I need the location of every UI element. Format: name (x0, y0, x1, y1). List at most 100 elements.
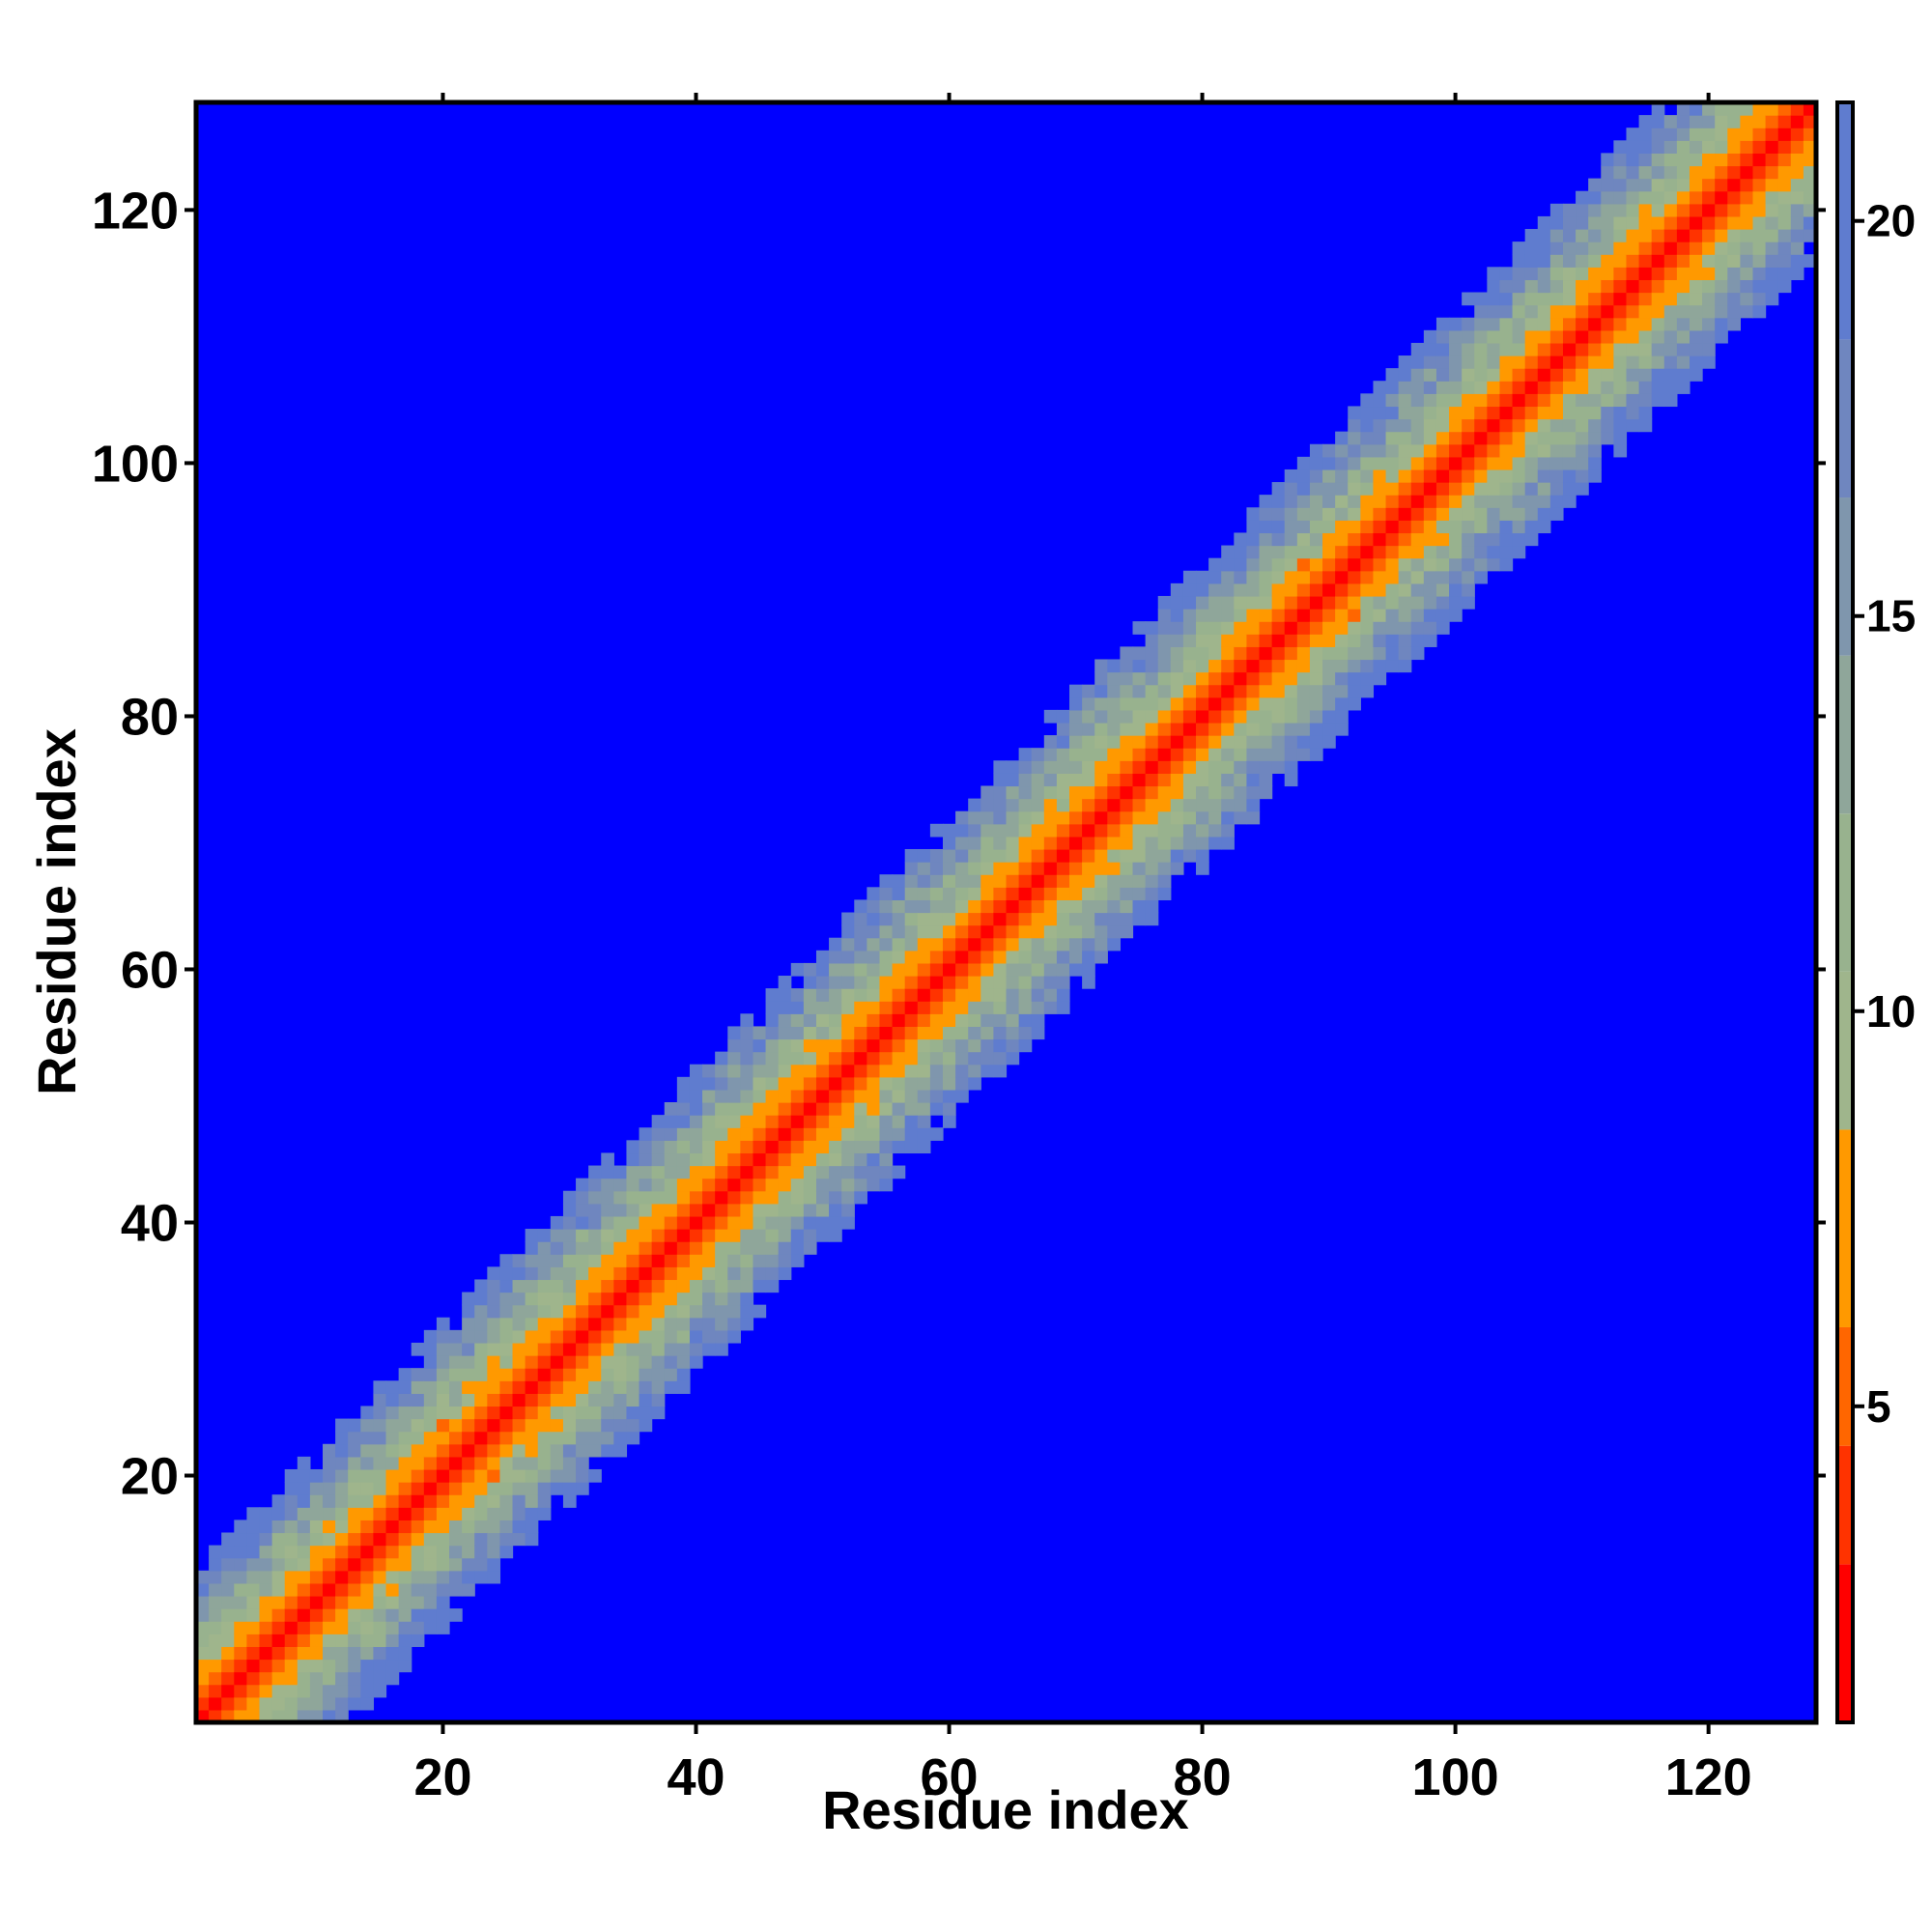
heatmap-cell (348, 1532, 361, 1547)
heatmap-cell (1284, 684, 1298, 698)
heatmap-cell (778, 1026, 792, 1040)
heatmap-cell (639, 1165, 653, 1179)
heatmap-cell (1335, 557, 1349, 572)
heatmap-cell (360, 1595, 375, 1609)
heatmap-cell (955, 810, 969, 825)
heatmap-cell (778, 1089, 792, 1103)
heatmap-cell (1234, 798, 1248, 812)
heatmap-cell (1499, 482, 1514, 496)
heatmap-cell (209, 1570, 222, 1584)
heatmap-cell (917, 912, 931, 926)
heatmap-cell (373, 1443, 387, 1458)
heatmap-cell (1588, 329, 1602, 344)
heatmap-cell (676, 1076, 691, 1091)
heatmap-cell (727, 1292, 741, 1306)
heatmap-cell (335, 1659, 349, 1673)
heatmap-cell (221, 1608, 235, 1622)
heatmap-cell (1107, 899, 1122, 914)
heatmap-cell (651, 1368, 666, 1381)
heatmap-cell (1082, 823, 1095, 838)
heatmap-cell (1410, 418, 1425, 433)
heatmap-cell (1145, 862, 1159, 875)
heatmap-cell (1474, 368, 1488, 382)
heatmap-cell (525, 1431, 539, 1445)
heatmap-cell (1322, 709, 1336, 724)
heatmap-cell (1777, 140, 1792, 154)
heatmap-cell (765, 1038, 780, 1053)
heatmap-cell (398, 1570, 412, 1584)
heatmap-cell (1512, 368, 1526, 382)
heatmap-cell (1638, 153, 1653, 167)
heatmap-cell (917, 899, 931, 914)
heatmap-cell (664, 1317, 678, 1331)
heatmap-cell (1221, 595, 1235, 610)
heatmap-cell (803, 1001, 817, 1014)
heatmap-cell (1056, 950, 1070, 964)
heatmap-cell (942, 912, 956, 926)
heatmap-cell (917, 874, 931, 888)
heatmap-cell (1259, 646, 1273, 661)
heatmap-cell (487, 1406, 501, 1420)
heatmap-cell (1512, 482, 1526, 496)
heatmap-cell (297, 1507, 311, 1520)
heatmap-cell (259, 1634, 273, 1647)
heatmap-cell (1613, 203, 1628, 217)
heatmap-cell (449, 1380, 463, 1394)
heatmap-cell (841, 1051, 855, 1065)
heatmap-cell (1651, 267, 1665, 281)
heatmap-cell (1588, 190, 1602, 205)
heatmap-cell (1094, 887, 1108, 900)
heatmap-cell (335, 1520, 349, 1534)
heatmap-cell (715, 1254, 728, 1267)
heatmap-cell (1549, 215, 1564, 230)
heatmap-cell (462, 1355, 475, 1369)
heatmap-cell (360, 1659, 375, 1673)
heatmap-cell (942, 950, 956, 964)
heatmap-cell (385, 1507, 400, 1520)
heatmap-cell (1284, 532, 1298, 547)
heatmap-cell (1549, 254, 1564, 268)
heatmap-cell (1246, 684, 1261, 698)
heatmap-cell (1474, 456, 1488, 470)
heatmap-cell (525, 1292, 539, 1306)
heatmap-cell (942, 962, 956, 977)
heatmap-cell (512, 1443, 526, 1458)
heatmap-cell (1284, 773, 1298, 787)
heatmap-cell (1271, 735, 1286, 749)
heatmap-cell (829, 1089, 842, 1103)
heatmap-cell (398, 1634, 412, 1647)
heatmap-cell (1120, 684, 1134, 698)
heatmap-cell (613, 1229, 628, 1242)
heatmap-cell (1423, 621, 1437, 635)
heatmap-cell (246, 1621, 261, 1634)
heatmap-cell (892, 887, 906, 900)
heatmap-cell (462, 1418, 475, 1433)
heatmap-cell (1031, 748, 1045, 761)
heatmap-cell (867, 976, 881, 989)
heatmap-cell (462, 1342, 475, 1356)
heatmap-cell (626, 1165, 640, 1179)
heatmap-cell (1537, 254, 1551, 268)
heatmap-cell (664, 1241, 678, 1255)
heatmap-cell (398, 1418, 412, 1433)
heatmap-cell (436, 1468, 450, 1483)
heatmap-cell (1082, 836, 1095, 850)
heatmap-cell (1765, 115, 1779, 128)
heatmap-cell (1221, 748, 1235, 761)
heatmap-cell (626, 1342, 640, 1356)
heatmap-cell (1474, 495, 1488, 508)
heatmap-cell (1056, 924, 1070, 939)
heatmap-cell (1271, 659, 1286, 673)
heatmap-cell (1676, 292, 1690, 306)
heatmap-cell (1296, 545, 1311, 559)
heatmap-cell (892, 1165, 906, 1179)
heatmap-cell (246, 1634, 261, 1647)
heatmap-cell (1221, 646, 1235, 661)
heatmap-cell (1271, 621, 1286, 635)
heatmap-cell (271, 1684, 286, 1698)
heatmap-cell (841, 988, 855, 1002)
heatmap-cell (499, 1520, 514, 1534)
heatmap-cell (1562, 381, 1577, 394)
heatmap-cell (1221, 709, 1235, 724)
heatmap-cell (1309, 582, 1323, 597)
